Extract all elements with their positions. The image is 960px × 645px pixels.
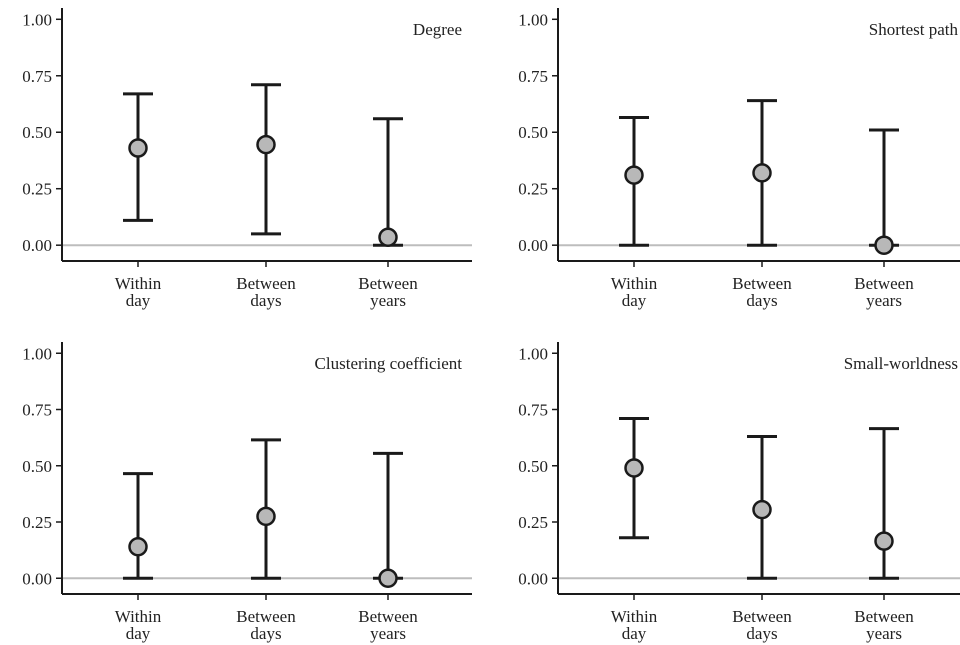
chart-panel-1: 1.00 0.75 0.50 0.25 0.00 Degree Within day Betwe…: [22, 8, 472, 310]
x-tick-label: Within day: [115, 607, 162, 643]
x-tick-label: Within day: [611, 607, 658, 643]
y-tick-label: 0.25: [518, 180, 548, 199]
y-tick-label: 0.75: [22, 67, 52, 86]
y-tick-label: 1.00: [22, 344, 52, 363]
panel-title: Clustering coefficient: [315, 354, 463, 373]
y-tick-label: 0.75: [22, 401, 52, 420]
data-point: [624, 165, 644, 185]
x-tick-label: Within day: [611, 274, 658, 310]
panel-title: Degree: [413, 20, 462, 39]
y-tick-label: 1.00: [518, 344, 548, 363]
data-point: [378, 227, 398, 248]
data-point: [256, 134, 276, 155]
y-tick-label: 0.50: [22, 457, 52, 476]
chart-panel-3: 1.00 0.75 0.50 0.25 0.00 Clustering coefficie…: [22, 342, 472, 643]
x-tick-label: Between days: [732, 607, 792, 643]
x-tick-label: Between years: [358, 607, 418, 643]
data-point: [128, 138, 148, 158]
chart-panel-4: 1.00 0.75 0.50 0.25 0.00 Small-worldness Withi…: [518, 342, 960, 643]
y-tick-label: 0.00: [22, 569, 52, 588]
y-tick-label: 0.25: [518, 513, 548, 532]
x-tick-label: Within day: [115, 274, 162, 310]
data-point: [874, 531, 894, 551]
y-tick-label: 1.00: [22, 10, 52, 29]
data-point: [874, 235, 894, 255]
x-tick-label: Between years: [358, 274, 418, 310]
x-tick-label: Between days: [236, 607, 296, 643]
y-tick-label: 0.00: [22, 236, 52, 255]
data-point: [128, 537, 148, 557]
y-tick-label: 0.25: [22, 513, 52, 532]
data-point: [752, 163, 772, 183]
data-point: [624, 458, 644, 478]
data-point: [256, 506, 276, 527]
y-tick-label: 0.50: [518, 457, 548, 476]
y-tick-label: 0.50: [22, 123, 52, 142]
y-tick-label: 0.75: [518, 401, 548, 420]
panel-title: Shortest path: [869, 20, 959, 39]
chart-panel-2: 1.00 0.75 0.50 0.25 0.00 Shortest path Within d…: [518, 8, 960, 310]
x-tick-label: Between days: [236, 274, 296, 310]
y-tick-label: 0.25: [22, 180, 52, 199]
x-tick-label: Between years: [854, 607, 914, 643]
x-tick-label: Between years: [854, 274, 914, 310]
data-point: [752, 499, 772, 520]
y-tick-label: 0.00: [518, 236, 548, 255]
y-tick-label: 0.50: [518, 123, 548, 142]
panel-title: Small-worldness: [844, 354, 958, 373]
y-tick-label: 1.00: [518, 10, 548, 29]
x-tick-label: Between days: [732, 274, 792, 310]
y-tick-label: 0.75: [518, 67, 548, 86]
y-tick-label: 0.00: [518, 569, 548, 588]
data-point: [378, 568, 398, 588]
